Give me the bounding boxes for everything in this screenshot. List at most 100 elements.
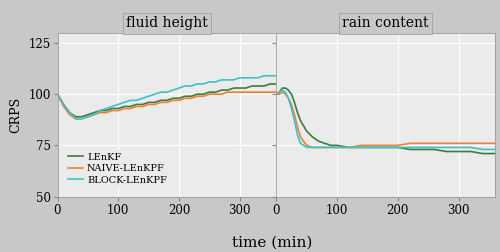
- NAIVE-LEnKPF: [237, 91, 243, 94]
- NAIVE-LEnKPF: [468, 142, 473, 145]
- NAIVE-LEnKPF: [456, 142, 462, 145]
- BLOCK-LEnKPF: [322, 146, 328, 149]
- NAIVE-LEnKPF: [267, 91, 273, 94]
- NAIVE-LEnKPF: [109, 109, 115, 112]
- NAIVE-LEnKPF: [276, 93, 282, 96]
- NAIVE-LEnKPF: [298, 136, 304, 139]
- BLOCK-LEnKPF: [370, 146, 376, 149]
- LEnKF: [382, 146, 388, 149]
- NAIVE-LEnKPF: [304, 144, 310, 147]
- BLOCK-LEnKPF: [176, 86, 182, 89]
- LEnKF: [276, 91, 282, 94]
- NAIVE-LEnKPF: [66, 113, 72, 116]
- BLOCK-LEnKPF: [116, 103, 121, 106]
- LEnKF: [72, 115, 78, 118]
- LEnKF: [456, 150, 462, 153]
- BLOCK-LEnKPF: [103, 107, 109, 110]
- BLOCK-LEnKPF: [328, 146, 334, 149]
- BLOCK-LEnKPF: [212, 80, 218, 83]
- LEnKF: [230, 86, 236, 89]
- BLOCK-LEnKPF: [276, 91, 282, 94]
- BLOCK-LEnKPF: [128, 99, 134, 102]
- NAIVE-LEnKPF: [200, 95, 206, 98]
- NAIVE-LEnKPF: [212, 93, 218, 96]
- NAIVE-LEnKPF: [273, 93, 279, 96]
- LEnKF: [218, 88, 224, 91]
- BLOCK-LEnKPF: [109, 105, 115, 108]
- LEnKF: [304, 130, 310, 133]
- LEnKF: [60, 103, 66, 106]
- BLOCK-LEnKPF: [72, 117, 78, 120]
- NAIVE-LEnKPF: [170, 99, 176, 102]
- NAIVE-LEnKPF: [316, 146, 322, 149]
- BLOCK-LEnKPF: [346, 146, 352, 149]
- BLOCK-LEnKPF: [85, 115, 91, 118]
- BLOCK-LEnKPF: [194, 82, 200, 85]
- LEnKF: [206, 91, 212, 94]
- LEnKF: [224, 88, 230, 91]
- BLOCK-LEnKPF: [146, 95, 152, 98]
- BLOCK-LEnKPF: [288, 107, 294, 110]
- NAIVE-LEnKPF: [273, 91, 279, 94]
- LEnKF: [194, 93, 200, 96]
- LEnKF: [273, 82, 279, 85]
- LEnKF: [480, 152, 486, 155]
- LEnKF: [54, 93, 60, 96]
- LEnKF: [212, 91, 218, 94]
- BLOCK-LEnKPF: [298, 142, 304, 145]
- BLOCK-LEnKPF: [286, 97, 292, 100]
- NAIVE-LEnKPF: [310, 146, 316, 149]
- BLOCK-LEnKPF: [419, 146, 425, 149]
- LEnKF: [255, 84, 261, 87]
- LEnKF: [91, 111, 97, 114]
- BLOCK-LEnKPF: [382, 146, 388, 149]
- BLOCK-LEnKPF: [66, 111, 72, 114]
- NAIVE-LEnKPF: [346, 146, 352, 149]
- LEnKF: [249, 84, 255, 87]
- BLOCK-LEnKPF: [255, 76, 261, 79]
- LEnKF: [346, 146, 352, 149]
- BLOCK-LEnKPF: [237, 76, 243, 79]
- NAIVE-LEnKPF: [224, 91, 230, 94]
- BLOCK-LEnKPF: [54, 93, 60, 96]
- LEnKF: [164, 99, 170, 102]
- BLOCK-LEnKPF: [60, 103, 66, 106]
- NAIVE-LEnKPF: [395, 144, 401, 147]
- NAIVE-LEnKPF: [103, 111, 109, 114]
- LEnKF: [79, 115, 85, 118]
- NAIVE-LEnKPF: [72, 117, 78, 120]
- NAIVE-LEnKPF: [79, 117, 85, 120]
- LEnKF: [128, 105, 134, 108]
- LEnKF: [66, 111, 72, 114]
- LEnKF: [316, 140, 322, 143]
- LEnKF: [322, 142, 328, 145]
- LEnKF: [444, 150, 450, 153]
- NAIVE-LEnKPF: [492, 142, 498, 145]
- NAIVE-LEnKPF: [194, 95, 200, 98]
- Line: BLOCK-LEnKPF: BLOCK-LEnKPF: [58, 76, 276, 119]
- LEnKF: [310, 136, 316, 139]
- LEnKF: [158, 99, 164, 102]
- BLOCK-LEnKPF: [152, 93, 158, 96]
- Y-axis label: CRPS: CRPS: [10, 97, 22, 133]
- BLOCK-LEnKPF: [158, 91, 164, 94]
- BLOCK-LEnKPF: [224, 78, 230, 81]
- LEnKF: [419, 148, 425, 151]
- BLOCK-LEnKPF: [218, 78, 224, 81]
- NAIVE-LEnKPF: [294, 125, 300, 129]
- LEnKF: [280, 86, 285, 89]
- LEnKF: [188, 95, 194, 98]
- NAIVE-LEnKPF: [97, 111, 103, 114]
- NAIVE-LEnKPF: [334, 146, 340, 149]
- LEnKF: [431, 148, 437, 151]
- NAIVE-LEnKPF: [164, 101, 170, 104]
- BLOCK-LEnKPF: [170, 88, 176, 91]
- NAIVE-LEnKPF: [322, 146, 328, 149]
- BLOCK-LEnKPF: [280, 88, 285, 91]
- NAIVE-LEnKPF: [255, 91, 261, 94]
- BLOCK-LEnKPF: [261, 74, 267, 77]
- NAIVE-LEnKPF: [419, 142, 425, 145]
- BLOCK-LEnKPF: [122, 101, 128, 104]
- LEnKF: [273, 93, 279, 96]
- NAIVE-LEnKPF: [85, 115, 91, 118]
